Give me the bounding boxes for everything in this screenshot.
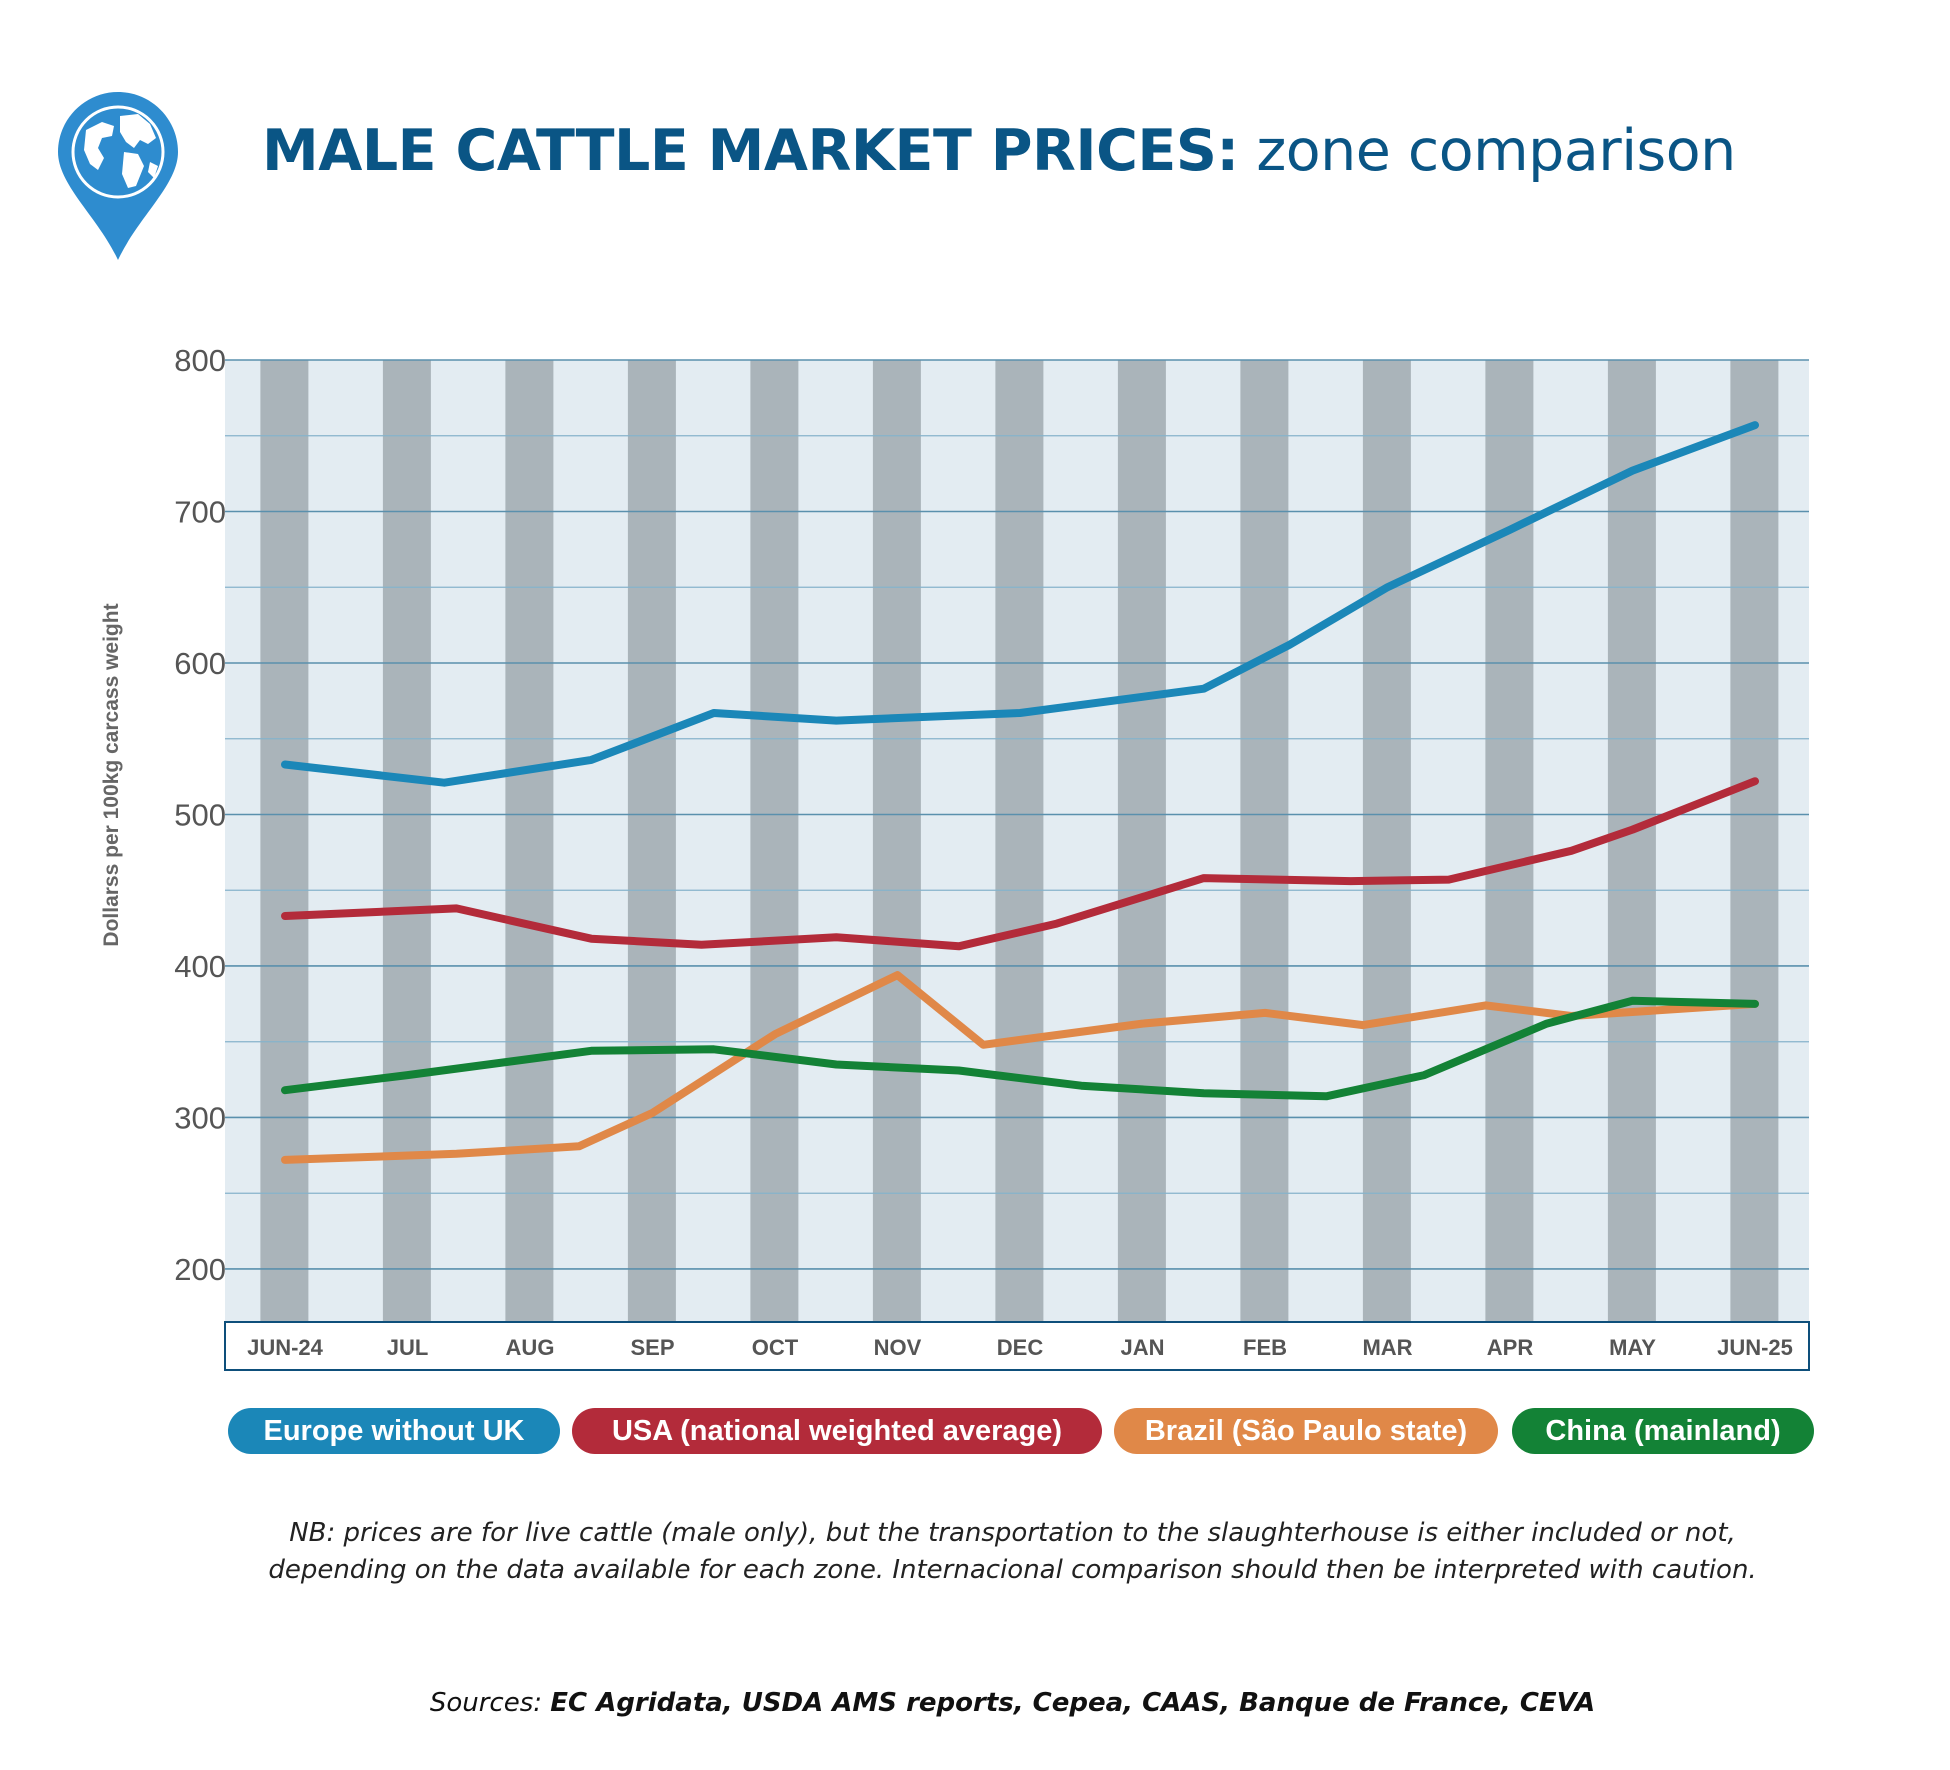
x-tick-label: JUL <box>387 1335 429 1360</box>
x-axis-tick-labels: JUN-24 JUL AUG SEP OCT NOV DEC JAN FEB MAR APR MAY J… <box>247 1335 1793 1360</box>
title-rest: zone comparison <box>1256 118 1736 184</box>
x-tick-label: MAY <box>1609 1335 1656 1360</box>
y-tick-label: 200 <box>174 1252 226 1287</box>
column-band <box>1240 360 1289 1322</box>
globe-pin-logo <box>58 92 178 260</box>
column-band <box>1485 360 1534 1322</box>
x-tick-label: DEC <box>997 1335 1044 1360</box>
column-band <box>505 360 554 1322</box>
column-band <box>750 360 799 1322</box>
y-tick-label: 800 <box>174 343 226 378</box>
column-band <box>995 360 1044 1322</box>
x-axis-box <box>224 1321 1810 1371</box>
y-axis-tick-labels: 200 300 400 500 600 700 800 <box>174 343 226 1287</box>
x-tick-label: JUN-24 <box>247 1335 324 1360</box>
legend-europe-label: Europe without UK <box>263 1414 525 1447</box>
sources-label: Sources: <box>429 1688 543 1718</box>
legend-china-label: China (mainland) <box>1545 1414 1781 1447</box>
column-band <box>872 360 921 1322</box>
x-tick-label: JUN-25 <box>1717 1335 1793 1360</box>
legend-usa: USA (national weighted average) <box>572 1408 1102 1454</box>
x-tick-label: OCT <box>752 1335 799 1360</box>
legend-usa-label: USA (national weighted average) <box>611 1414 1063 1447</box>
x-tick-label: JAN <box>1120 1335 1164 1360</box>
series-line-2 <box>281 971 1759 1164</box>
footnote-line-2: depending on the data available for each… <box>268 1555 1757 1585</box>
footnote: NB: prices are for live cattle (male onl… <box>0 1515 1950 1589</box>
sources: Sources: EC Agridata, USDA AMS reports, … <box>0 1688 1950 1718</box>
column-band <box>382 360 431 1322</box>
y-tick-label: 600 <box>174 646 226 681</box>
legend-brazil: Brazil (São Paulo state) <box>1114 1408 1498 1454</box>
plot-background <box>225 360 1809 1322</box>
sources-list: EC Agridata, USDA AMS reports, Cepea, CA… <box>550 1688 1596 1718</box>
column-band <box>1362 360 1411 1322</box>
column-band <box>1117 360 1166 1322</box>
x-tick-label: NOV <box>874 1335 922 1360</box>
series-line-1 <box>281 777 1759 951</box>
series-line-3 <box>281 996 1759 1101</box>
data-series <box>281 421 1759 1164</box>
footnote-line-1: NB: prices are for live cattle (male onl… <box>289 1518 1736 1548</box>
column-band <box>627 360 676 1322</box>
column-band <box>1607 360 1656 1322</box>
x-tick-label: AUG <box>506 1335 555 1360</box>
y-tick-label: 700 <box>174 494 226 529</box>
x-tick-label: APR <box>1487 1335 1534 1360</box>
line-chart: 200 300 400 500 600 700 800 Dollarss per 100kg… <box>100 343 1810 1371</box>
legend-europe: Europe without UK <box>228 1408 560 1454</box>
title-bold: MALE CATTLE MARKET PRICES: <box>262 118 1239 184</box>
y-axis-label: Dollarss per 100kg carcass weight <box>100 603 123 946</box>
legend-china: China (mainland) <box>1512 1408 1814 1454</box>
chart-title: MALE CATTLE MARKET PRICES: zone comparis… <box>262 118 1736 184</box>
y-tick-label: 500 <box>174 797 226 832</box>
legend-brazil-label: Brazil (São Paulo state) <box>1144 1414 1468 1447</box>
y-tick-label: 300 <box>174 1100 226 1135</box>
x-tick-label: FEB <box>1243 1335 1287 1360</box>
column-band <box>260 360 309 1322</box>
column-band <box>1730 360 1779 1322</box>
x-tick-label: MAR <box>1362 1335 1412 1360</box>
x-tick-label: SEP <box>630 1335 674 1360</box>
y-tick-label: 400 <box>174 949 226 984</box>
series-line-0 <box>281 421 1759 787</box>
